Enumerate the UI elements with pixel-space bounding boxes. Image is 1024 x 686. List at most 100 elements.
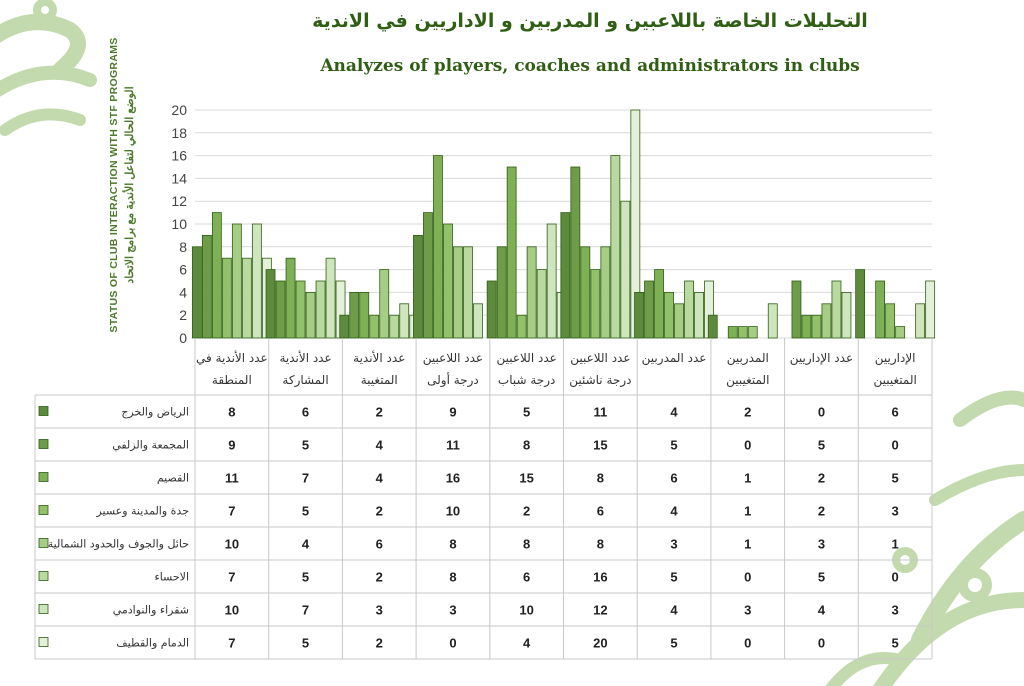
bar-7-4 bbox=[747, 326, 758, 339]
bar-5-0 bbox=[560, 212, 571, 339]
bar-1-2 bbox=[285, 257, 296, 339]
legend-entry-2: القصيم bbox=[157, 472, 189, 485]
bar-2-6 bbox=[399, 303, 410, 339]
data-label-5-8: 5 bbox=[818, 570, 825, 585]
bar-1-1 bbox=[275, 280, 286, 339]
category-label-8-0: عدد الإداريين bbox=[790, 351, 853, 366]
data-label-3-3: 10 bbox=[446, 504, 460, 519]
data-label-3-1: 5 bbox=[302, 504, 309, 519]
data-label-6-9: 3 bbox=[892, 603, 899, 618]
data-label-1-9: 0 bbox=[892, 438, 899, 453]
data-label-3-4: 2 bbox=[523, 504, 530, 519]
bar-7-3 bbox=[737, 326, 748, 339]
bar-8-3 bbox=[811, 314, 822, 339]
legend-entry-5: الاحساء bbox=[155, 571, 189, 584]
data-label-0-3: 9 bbox=[449, 405, 456, 420]
y-tick-label-7: 14 bbox=[171, 170, 187, 186]
bar-5-2 bbox=[580, 246, 591, 339]
data-label-5-5: 16 bbox=[593, 570, 607, 585]
category-label-2-1: المتغيبة bbox=[361, 373, 398, 387]
data-label-4-7: 1 bbox=[744, 537, 751, 552]
data-label-2-4: 15 bbox=[519, 471, 533, 486]
category-label-0-1: المنطقة bbox=[212, 373, 252, 387]
bar-7-2 bbox=[727, 326, 738, 339]
bar-4-0 bbox=[486, 280, 497, 339]
bar-9-6 bbox=[915, 303, 926, 339]
bar-9-0 bbox=[855, 269, 866, 339]
data-label-7-7: 0 bbox=[744, 636, 751, 651]
data-label-4-0: 10 bbox=[225, 537, 239, 552]
data-label-4-8: 3 bbox=[818, 537, 825, 552]
data-label-5-7: 0 bbox=[744, 570, 751, 585]
legend-key-3 bbox=[38, 505, 49, 515]
data-label-6-5: 12 bbox=[593, 603, 607, 618]
data-label-1-5: 15 bbox=[593, 438, 607, 453]
category-label-5-0: عدد اللاعبين bbox=[570, 351, 630, 366]
data-label-3-9: 3 bbox=[892, 504, 899, 519]
bar-2-3 bbox=[369, 314, 380, 339]
bar-6-1 bbox=[644, 280, 654, 339]
bar-8-5 bbox=[831, 280, 842, 339]
data-label-6-6: 4 bbox=[670, 603, 678, 618]
bar-6-5 bbox=[684, 280, 694, 339]
data-label-1-6: 5 bbox=[670, 438, 677, 453]
data-label-4-6: 3 bbox=[670, 537, 677, 552]
data-label-1-8: 5 bbox=[818, 438, 825, 453]
category-label-4-0: عدد اللاعبين bbox=[496, 351, 556, 366]
bar-3-5 bbox=[463, 246, 473, 339]
category-label-4-1: درجة شباب bbox=[498, 373, 555, 388]
data-label-1-3: 11 bbox=[446, 438, 460, 453]
data-label-7-6: 5 bbox=[670, 636, 677, 651]
data-label-2-3: 16 bbox=[446, 471, 460, 486]
legend-key-6 bbox=[38, 604, 49, 614]
legend-key-4 bbox=[38, 538, 49, 548]
data-label-2-7: 1 bbox=[744, 471, 751, 486]
bar-4-6 bbox=[546, 223, 557, 339]
data-label-6-7: 3 bbox=[744, 603, 751, 618]
data-label-5-0: 7 bbox=[228, 570, 235, 585]
category-label-0-0: عدد الأندية في bbox=[196, 350, 268, 365]
category-label-1-0: عدد الأندية bbox=[279, 350, 331, 365]
data-label-3-8: 2 bbox=[818, 504, 825, 519]
y-tick-label-2: 4 bbox=[179, 284, 187, 300]
bar-8-4 bbox=[821, 303, 832, 339]
bar-6-3 bbox=[664, 291, 674, 339]
bar-6-4 bbox=[674, 303, 684, 339]
bar-3-1 bbox=[423, 212, 433, 339]
category-label-9-0: الإداريين bbox=[875, 351, 916, 366]
bar-1-4 bbox=[305, 291, 316, 339]
bar-3-2 bbox=[433, 155, 443, 339]
data-label-7-5: 20 bbox=[593, 636, 607, 651]
bar-2-5 bbox=[389, 314, 400, 339]
category-label-7-0: المدربين bbox=[727, 351, 769, 366]
legend-entry-3: جدة والمدينة وعسير bbox=[95, 505, 189, 518]
y-tick-label-3: 6 bbox=[179, 262, 187, 278]
y-tick-label-9: 18 bbox=[171, 125, 187, 141]
data-label-5-6: 5 bbox=[670, 570, 677, 585]
data-label-2-5: 8 bbox=[597, 471, 604, 486]
data-label-4-4: 8 bbox=[523, 537, 530, 552]
data-label-0-7: 2 bbox=[744, 405, 751, 420]
legend-key-5 bbox=[38, 571, 49, 581]
data-label-6-2: 3 bbox=[376, 603, 383, 618]
data-label-3-6: 4 bbox=[670, 504, 678, 519]
bar-8-1 bbox=[791, 280, 802, 339]
bar-1-0 bbox=[265, 269, 276, 339]
legend-entry-0: الرياض والخرج bbox=[121, 406, 189, 419]
bar-5-3 bbox=[590, 269, 601, 339]
bar-2-4 bbox=[379, 269, 390, 339]
bar-1-3 bbox=[295, 280, 306, 339]
y-tick-label-10: 20 bbox=[171, 102, 187, 118]
data-label-7-1: 5 bbox=[302, 636, 309, 651]
category-label-3-1: درجة أولى bbox=[427, 372, 479, 388]
data-label-1-4: 8 bbox=[523, 438, 530, 453]
category-label-3-0: عدد اللاعبين bbox=[423, 351, 483, 366]
legend-key-7 bbox=[38, 637, 49, 647]
data-label-1-2: 4 bbox=[376, 438, 384, 453]
data-label-5-2: 2 bbox=[376, 570, 383, 585]
bar-5-6 bbox=[620, 200, 631, 339]
data-label-4-2: 6 bbox=[376, 537, 383, 552]
bar-8-6 bbox=[841, 291, 852, 339]
bar-3-6 bbox=[473, 303, 483, 339]
legend-key-1 bbox=[38, 439, 49, 449]
